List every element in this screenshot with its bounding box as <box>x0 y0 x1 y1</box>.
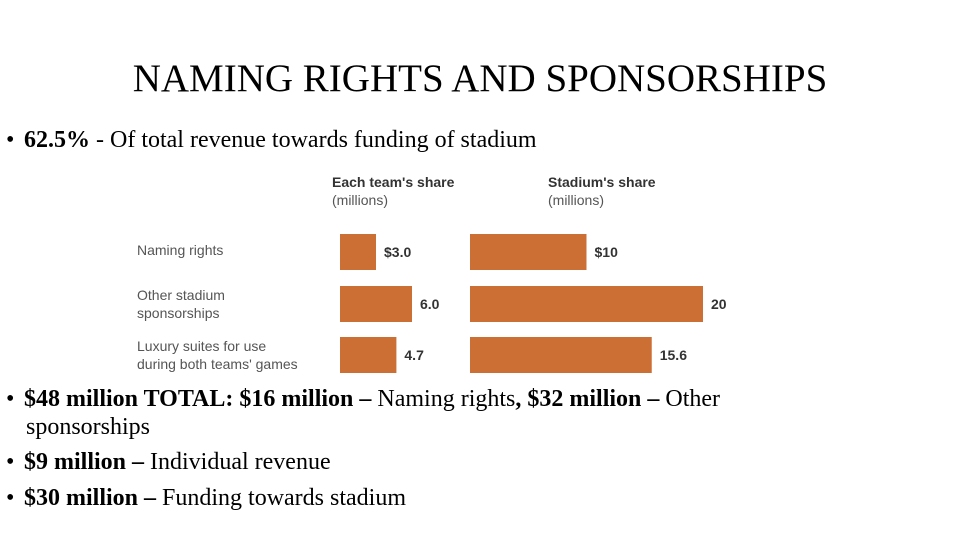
team-share-bar <box>340 234 376 270</box>
bullet-stadium-funding: • $30 million – Funding towards stadium <box>6 484 406 512</box>
bullet-dot: • <box>6 127 15 153</box>
team-share-bar <box>340 286 412 322</box>
bullet-bold: , $32 million – <box>515 386 660 412</box>
page-title: NAMING RIGHTS AND SPONSORSHIPS <box>132 57 828 100</box>
data-label: $3.0 <box>384 244 411 260</box>
bullet-text: Funding towards stadium <box>156 485 407 511</box>
bullet-text: Other <box>659 386 721 412</box>
team-column-unit: (millions) <box>332 192 388 208</box>
bullet-individual: • $9 million – Individual revenue <box>6 448 331 476</box>
category-label: Luxury suites for use during both teams' … <box>137 338 298 372</box>
team-share-bar <box>340 337 397 373</box>
bullet-bold: $30 million – <box>24 485 157 511</box>
bullet-continuation: sponsorships <box>26 414 151 440</box>
team-column-header: Each team's share <box>332 174 455 190</box>
bullet-dot: • <box>6 449 15 475</box>
bullet-bold: $9 million – <box>24 449 145 475</box>
data-label: 20 <box>711 296 727 312</box>
bullet-bold: $48 million TOTAL: $16 million – <box>24 386 372 412</box>
bullet-text: Individual revenue <box>144 449 331 475</box>
bullet-dot: • <box>6 386 15 412</box>
category-label: Naming rights <box>137 242 223 258</box>
bullet-stadium-share: • 62.5% - Of total revenue towards fundin… <box>6 126 537 154</box>
stadium-share-bar <box>470 234 587 270</box>
bullet-total: • $48 million TOTAL: $16 million – Naming… <box>6 385 720 441</box>
stadium-share-bar <box>470 286 703 322</box>
stadium-column-unit: (millions) <box>548 192 604 208</box>
data-label: 15.6 <box>660 347 687 363</box>
stadium-column-header: Stadium's share <box>548 174 656 190</box>
stadium-share-bar <box>470 337 652 373</box>
category-label: Other stadium sponsorships <box>137 287 225 321</box>
revenue-bar-chart: Each team's share (millions) Stadium's s… <box>137 174 727 373</box>
bullet-dot: • <box>6 485 15 511</box>
data-label: 6.0 <box>420 296 440 312</box>
data-label: $10 <box>595 244 619 260</box>
bullet-text: Naming rights <box>371 386 516 412</box>
data-label: 4.7 <box>404 347 424 363</box>
bullet-bold: 62.5% <box>24 127 90 153</box>
bullet-text: - Of total revenue towards funding of st… <box>90 127 537 153</box>
